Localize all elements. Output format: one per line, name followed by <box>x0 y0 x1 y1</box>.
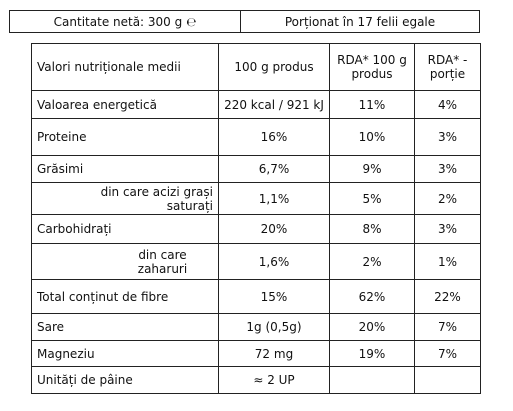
cell: 2% <box>329 243 415 280</box>
cell: 1g (0,5g) <box>218 313 330 341</box>
cell: 9% <box>329 155 415 183</box>
cell: 10% <box>329 118 415 156</box>
row-label: Unități de pâine <box>31 366 219 394</box>
row-label: Sare <box>31 313 219 341</box>
cell: 62% <box>329 279 415 314</box>
column-header: 100 g produs <box>218 43 330 91</box>
column-header: RDA* 100 g produs <box>329 43 415 91</box>
table-row: Carbohidrați 20% 8% 3% <box>31 214 481 244</box>
table-row: Total conținut de fibre 15% 62% 22% <box>31 279 481 314</box>
cell: 6,7% <box>218 155 330 183</box>
cell: 7% <box>414 340 481 367</box>
header-row: Cantitate netă: 300 g ℮ Porționat în 17 … <box>9 10 480 33</box>
cell: 7% <box>414 313 481 341</box>
row-label: Carbohidrați <box>31 214 219 244</box>
cell: 3% <box>414 155 481 183</box>
cell: 1% <box>414 243 481 280</box>
table-row: Proteine 16% 10% 3% <box>31 118 481 156</box>
cell: 20% <box>218 214 330 244</box>
row-label: Valoarea energetică <box>31 90 219 119</box>
row-label: din care zaharuri <box>31 243 219 280</box>
table-row: Valoarea energetică 220 kcal / 921 kJ 11% 4… <box>31 90 481 119</box>
cell: 22% <box>414 279 481 314</box>
table-row: Unități de pâine ≈ 2 UP <box>31 366 481 394</box>
cell: 19% <box>329 340 415 367</box>
row-label: Total conținut de fibre <box>31 279 219 314</box>
cell: 5% <box>329 182 415 215</box>
net-quantity: Cantitate netă: 300 g ℮ <box>9 10 241 33</box>
cell: 11% <box>329 90 415 119</box>
table-row: Sare 1g (0,5g) 20% 7% <box>31 313 481 341</box>
table-row: din care zaharuri 1,6% 2% 1% <box>31 243 481 280</box>
cell: ≈ 2 UP <box>218 366 330 394</box>
cell: 1,1% <box>218 182 330 215</box>
nutrition-table: Valori nutriționale medii 100 g produs RDA… <box>31 43 481 394</box>
table-row: Grăsimi 6,7% 9% 3% <box>31 155 481 183</box>
table-row: din care acizi grași saturați 1,1% 5% 2% <box>31 182 481 215</box>
cell: 20% <box>329 313 415 341</box>
cell: 16% <box>218 118 330 156</box>
table-row: Magneziu 72 mg 19% 7% <box>31 340 481 367</box>
cell: 2% <box>414 182 481 215</box>
row-label: Magneziu <box>31 340 219 367</box>
row-label: Proteine <box>31 118 219 156</box>
cell: 3% <box>414 118 481 156</box>
header-row: Valori nutriționale medii 100 g produs RDA… <box>31 43 481 91</box>
portions: Porționat în 17 felii egale <box>240 10 480 33</box>
cell <box>414 366 481 394</box>
column-header: Valori nutriționale medii <box>31 43 219 91</box>
cell: 220 kcal / 921 kJ <box>218 90 330 119</box>
column-header: RDA* - porție <box>414 43 481 91</box>
cell: 4% <box>414 90 481 119</box>
cell: 1,6% <box>218 243 330 280</box>
row-label: Grăsimi <box>31 155 219 183</box>
header-table: Cantitate netă: 300 g ℮ Porționat în 17 … <box>9 10 480 33</box>
cell <box>329 366 415 394</box>
cell: 8% <box>329 214 415 244</box>
cell: 3% <box>414 214 481 244</box>
cell: 72 mg <box>218 340 330 367</box>
cell: 15% <box>218 279 330 314</box>
row-label: din care acizi grași saturați <box>31 182 219 215</box>
